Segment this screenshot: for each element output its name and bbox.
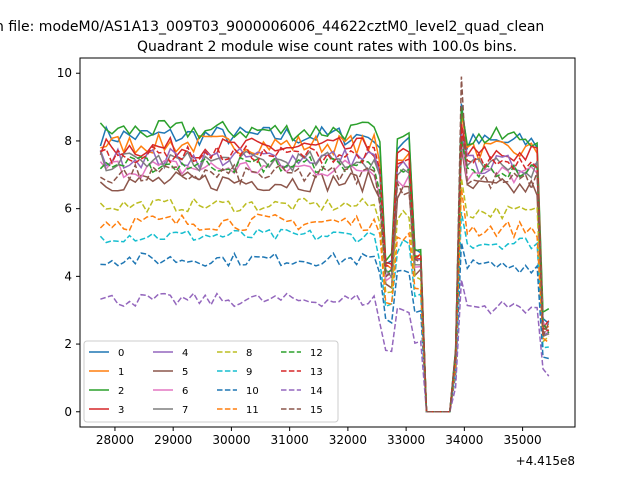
chart-title: Quadrant 2 module wise count rates with … <box>137 39 517 55</box>
legend-label-10: 10 <box>246 386 259 397</box>
x-tick-label: 34000 <box>445 433 483 447</box>
x-tick-label: 30000 <box>212 433 250 447</box>
series-line-2 <box>99 106 550 413</box>
legend-box <box>83 340 339 423</box>
legend-label-4: 4 <box>182 348 188 359</box>
plot-frame <box>79 57 576 428</box>
x-tick-label: 31000 <box>271 433 309 447</box>
x-axis: 28000 29000 30000 31000 32000 33000 34000 35000 <box>96 427 542 447</box>
series-line-15 <box>100 76 550 413</box>
y-tick-label: 0 <box>64 405 72 419</box>
legend-label-3: 3 <box>118 405 124 416</box>
y-tick-label: 2 <box>64 337 72 351</box>
legend-label-5: 5 <box>182 367 188 378</box>
legend-label-13: 13 <box>310 367 323 378</box>
legend-label-0: 0 <box>118 348 124 359</box>
legend-label-7: 7 <box>182 405 188 416</box>
series-line-13 <box>100 130 550 413</box>
y-axis: 0 2 4 6 8 10 <box>57 66 80 419</box>
y-tick-label: 6 <box>64 202 72 216</box>
series-line-4 <box>99 133 550 413</box>
series-line-1 <box>100 113 550 413</box>
series-line-5 <box>99 147 550 413</box>
series-line-6 <box>99 140 550 413</box>
x-tick-label: 28000 <box>96 433 134 447</box>
series-line-11 <box>99 188 550 413</box>
x-tick-label: 29000 <box>154 433 192 447</box>
y-tick-label: 8 <box>64 134 72 148</box>
x-tick-label: 33000 <box>387 433 425 447</box>
x-offset-label: +4.415e8 <box>516 454 575 468</box>
legend-label-2: 2 <box>118 386 124 397</box>
series-line-8 <box>99 178 550 413</box>
series-line-9 <box>99 211 549 413</box>
series-line-14 <box>100 279 550 413</box>
series-line-12 <box>99 140 550 413</box>
y-tick-label: 10 <box>57 66 72 80</box>
series-line-0 <box>99 103 550 413</box>
legend-label-15: 15 <box>310 405 323 416</box>
legend-label-9: 9 <box>246 367 252 378</box>
y-tick-label: 4 <box>64 269 72 283</box>
legend-label-11: 11 <box>246 405 259 416</box>
legend-label-12: 12 <box>310 348 323 359</box>
series-layer <box>99 76 550 413</box>
legend-label-14: 14 <box>310 386 323 397</box>
x-tick-label: 35000 <box>503 433 541 447</box>
series-line-10 <box>100 242 549 413</box>
legend-label-6: 6 <box>182 386 188 397</box>
legend-label-8: 8 <box>246 348 252 359</box>
legend-label-1: 1 <box>118 367 124 378</box>
x-tick-label: 32000 <box>329 433 367 447</box>
figure-suptitle: n file: modeM0/AS1A13_009T03_9000006006_… <box>0 19 544 35</box>
